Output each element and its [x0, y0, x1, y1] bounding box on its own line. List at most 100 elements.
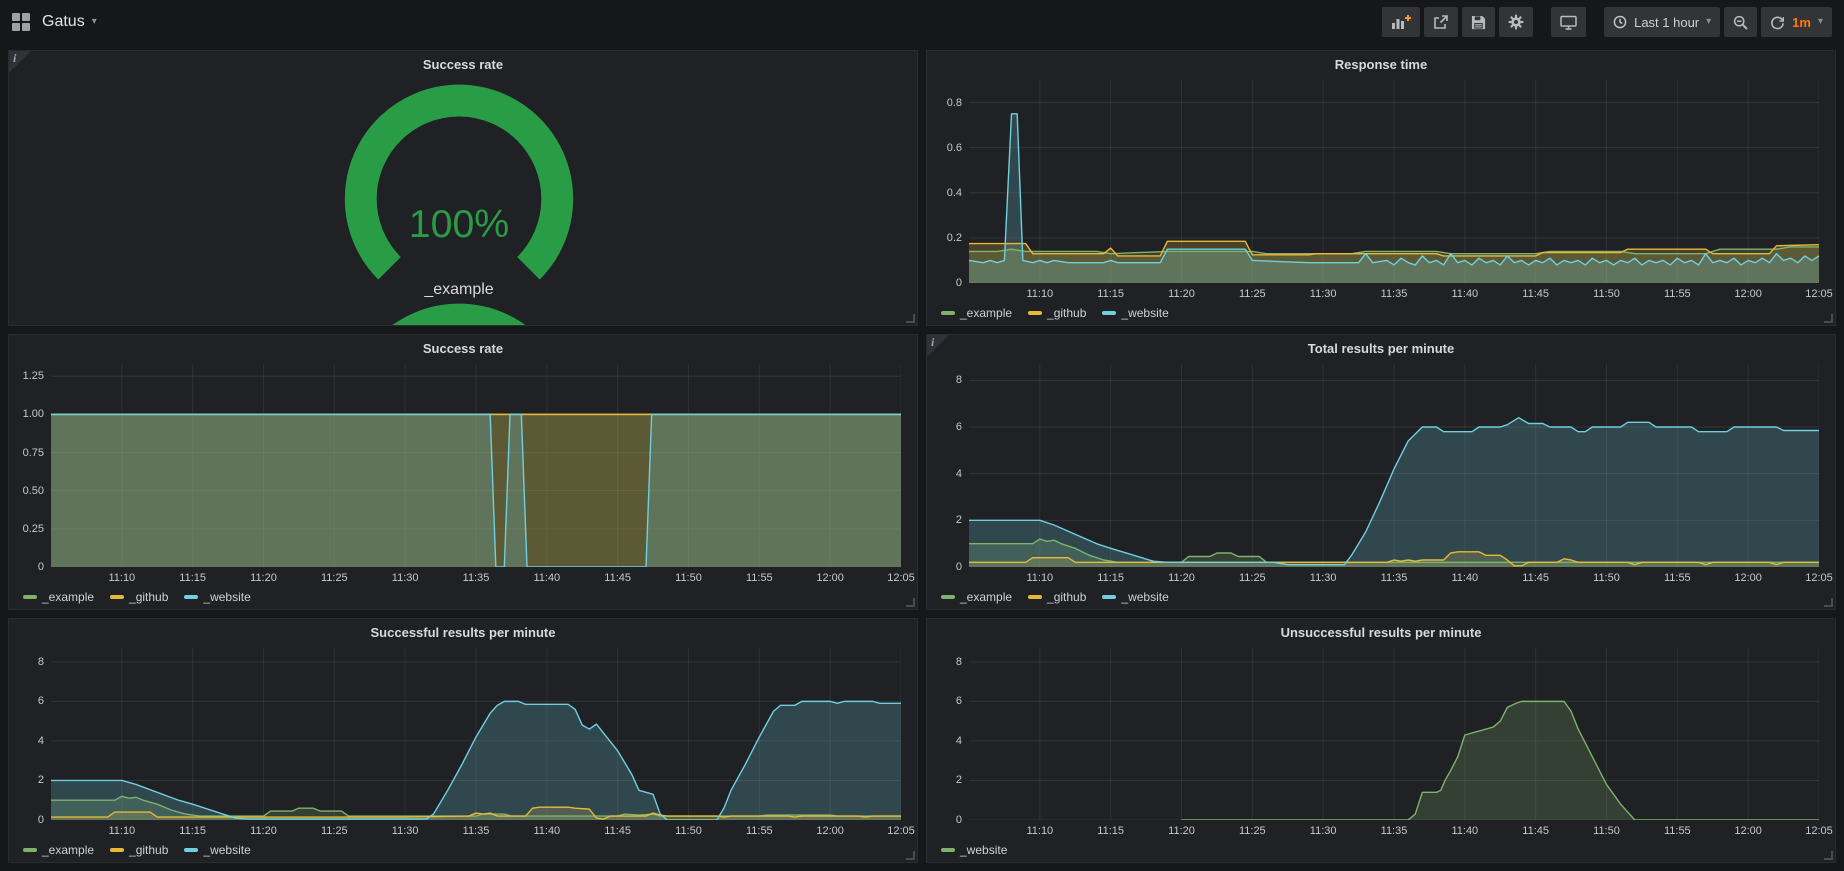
legend-item-_website[interactable]: _website [941, 843, 1007, 857]
x-tick-label: 11:40 [1451, 288, 1478, 300]
legend-item-_github[interactable]: _github [1028, 306, 1086, 320]
panel-resize-handle[interactable] [906, 598, 915, 607]
y-tick-label: 0 [38, 561, 44, 573]
x-tick-label: 11:15 [179, 572, 206, 584]
x-tick-label: 12:05 [887, 572, 915, 584]
legend-series-label: _website [960, 843, 1007, 857]
panel-title[interactable]: Success rate [9, 51, 917, 78]
y-tick-label: 8 [38, 656, 44, 668]
x-tick-label: 11:15 [179, 825, 206, 837]
zoom-out-button[interactable] [1724, 7, 1757, 37]
chart-plot-area[interactable]: 00.20.40.60.8 [969, 80, 1819, 283]
x-tick-label: 11:45 [1522, 825, 1549, 837]
x-tick-label: 11:45 [1522, 572, 1549, 584]
panel-info-icon[interactable]: i [9, 51, 31, 73]
panel-title[interactable]: Unsuccessful results per minute [927, 619, 1835, 646]
legend-color-chip [1028, 311, 1042, 315]
x-tick-label: 11:55 [746, 572, 773, 584]
dashboard-title-menu[interactable]: Gatus ▾ [42, 13, 97, 31]
chevron-down-icon: ▾ [1706, 17, 1711, 27]
x-tick-label: 11:35 [1381, 825, 1408, 837]
x-tick-label: 11:25 [1239, 825, 1266, 837]
chart-plot-area[interactable]: 02468 [969, 648, 1819, 820]
x-tick-label: 11:40 [533, 572, 560, 584]
x-tick-label: 12:05 [1805, 288, 1833, 300]
legend-series-label: _example [960, 590, 1012, 604]
panel-resize-handle[interactable] [906, 851, 915, 860]
x-axis: 11:1011:1511:2011:2511:3011:3511:4011:45… [51, 820, 901, 840]
gear-icon [1508, 14, 1524, 30]
legend-color-chip [23, 595, 37, 599]
clock-icon [1613, 15, 1627, 29]
x-tick-label: 11:55 [1664, 288, 1691, 300]
x-axis: 11:1011:1511:2011:2511:3011:3511:4011:45… [969, 283, 1819, 303]
panel-info-icon[interactable]: i [927, 335, 949, 357]
chart-plot-area[interactable]: 02468 [969, 364, 1819, 567]
legend-series-label: _website [203, 590, 250, 604]
x-tick-label: 11:20 [250, 572, 277, 584]
x-tick-label: 11:20 [1168, 572, 1195, 584]
chevron-down-icon: ▾ [92, 17, 97, 27]
share-button[interactable] [1424, 7, 1458, 37]
x-tick-label: 11:15 [1097, 825, 1124, 837]
legend-item-_example[interactable]: _example [941, 306, 1012, 320]
legend-item-_example[interactable]: _example [23, 843, 94, 857]
x-tick-label: 11:40 [1451, 825, 1478, 837]
panel-title[interactable]: Success rate [9, 335, 917, 362]
y-tick-label: 0 [956, 561, 962, 573]
x-tick-label: 11:55 [746, 825, 773, 837]
panel-title[interactable]: Response time [927, 51, 1835, 78]
legend-item-_website[interactable]: _website [184, 590, 250, 604]
x-tick-label: 12:05 [887, 825, 915, 837]
legend-item-_website[interactable]: _website [1102, 590, 1168, 604]
legend-item-_website[interactable]: _website [1102, 306, 1168, 320]
tv-mode-button[interactable] [1551, 7, 1586, 37]
x-tick-label: 11:20 [1168, 288, 1195, 300]
legend-series-label: _example [960, 306, 1012, 320]
time-range-picker[interactable]: Last 1 hour ▾ [1604, 7, 1720, 37]
panel-resize-handle[interactable] [1824, 314, 1833, 323]
x-tick-label: 11:10 [1026, 825, 1053, 837]
panel-title[interactable]: Total results per minute [927, 335, 1835, 362]
x-axis: 11:1011:1511:2011:2511:3011:3511:4011:45… [969, 820, 1819, 840]
legend-item-_github[interactable]: _github [1028, 590, 1086, 604]
apps-grid-icon[interactable] [12, 13, 30, 31]
x-tick-label: 11:10 [108, 825, 135, 837]
panel-resize-handle[interactable] [1824, 598, 1833, 607]
x-tick-label: 11:10 [108, 572, 135, 584]
settings-button[interactable] [1499, 7, 1533, 37]
x-tick-label: 11:45 [1522, 288, 1549, 300]
panel-title[interactable]: Successful results per minute [9, 619, 917, 646]
panel-total-results: i Total results per minute 02468 11:10 11… [926, 334, 1836, 610]
legend-color-chip [110, 595, 124, 599]
chart-plot-area[interactable]: 02468 [51, 648, 901, 820]
y-tick-label: 0.2 [947, 232, 962, 244]
legend-color-chip [941, 595, 955, 599]
x-tick-label: 11:10 [1026, 572, 1053, 584]
y-tick-label: 4 [956, 735, 962, 747]
chevron-down-icon: ▾ [1818, 17, 1823, 27]
panel-resize-handle[interactable] [1824, 851, 1833, 860]
y-tick-label: 1.00 [23, 408, 44, 420]
y-tick-label: 0.6 [947, 142, 962, 154]
chart-plot-area[interactable]: 00.250.500.751.001.25 [51, 364, 901, 567]
panel-resize-handle[interactable] [906, 314, 915, 323]
legend-item-_example[interactable]: _example [23, 590, 94, 604]
save-button[interactable] [1462, 7, 1495, 37]
legend-item-_example[interactable]: _example [941, 590, 1012, 604]
y-tick-label: 0.4 [947, 187, 962, 199]
legend-color-chip [184, 848, 198, 852]
add-panel-button[interactable] [1382, 7, 1420, 37]
panel-success-rate-chart: Success rate 00.250.500.751.001.25 11:10… [8, 334, 918, 610]
x-tick-label: 11:30 [1310, 825, 1337, 837]
y-tick-label: 4 [956, 468, 962, 480]
legend-item-_github[interactable]: _github [110, 590, 168, 604]
refresh-icon [1770, 15, 1785, 30]
x-tick-label: 11:15 [1097, 572, 1124, 584]
legend-series-label: _github [1047, 306, 1086, 320]
refresh-button[interactable]: 1m ▾ [1761, 7, 1832, 37]
x-tick-label: 11:15 [1097, 288, 1124, 300]
legend-item-_github[interactable]: _github [110, 843, 168, 857]
legend-item-_website[interactable]: _website [184, 843, 250, 857]
x-tick-label: 11:50 [1593, 288, 1620, 300]
